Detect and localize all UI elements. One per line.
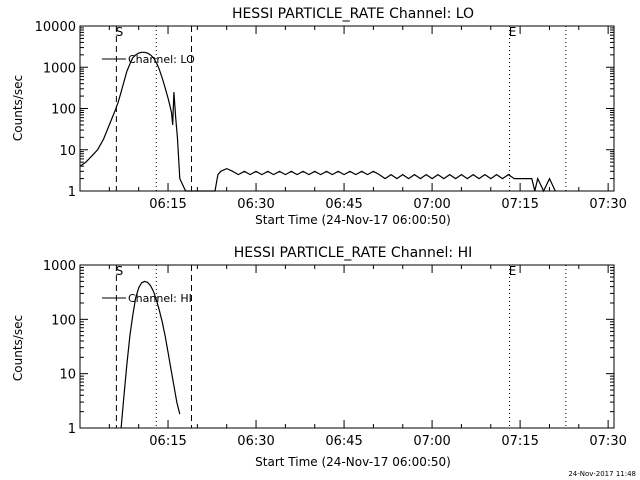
x-tick-label: 06:15: [149, 434, 186, 449]
legend-label: Channel: HI: [128, 292, 192, 305]
x-axis-label: Start Time (24-Nov-17 06:00:50): [255, 455, 451, 469]
series-line: [79, 51, 556, 193]
chart-panel-hi: HESSI PARTICLE_RATE Channel: HI Counts/s…: [11, 245, 627, 469]
y-tick-label: 10: [59, 368, 76, 383]
plot-frame: [79, 264, 615, 429]
x-tick-label: 07:00: [413, 197, 450, 212]
x-tick-label: 07:15: [501, 434, 538, 449]
series-line: [120, 280, 181, 429]
y-tick-label: 1: [68, 422, 76, 437]
y-tick-label: 1000: [43, 259, 76, 274]
x-tick-label: 06:30: [237, 434, 274, 449]
y-tick-label: 10: [59, 144, 76, 159]
x-tick-label: 06:15: [149, 197, 186, 212]
marker-label: S: [116, 25, 124, 39]
x-tick-label: 06:30: [237, 197, 274, 212]
y-tick-label: 100: [51, 103, 76, 118]
legend-label: Channel: LO: [128, 53, 195, 66]
timestamp-label: 24-Nov-2017 11:48: [568, 470, 636, 478]
y-axis-label: Counts/sec: [11, 315, 25, 381]
chart-panel-lo: HESSI PARTICLE_RATE Channel: LO Counts/s…: [11, 6, 627, 227]
x-tick-label: 07:15: [501, 197, 538, 212]
y-axis-label: Counts/sec: [11, 75, 25, 141]
chart-title: HESSI PARTICLE_RATE Channel: HI: [234, 245, 472, 261]
y-tick-label: 1000: [43, 61, 76, 76]
plot-frame: [79, 25, 615, 192]
x-axis-label: Start Time (24-Nov-17 06:00:50): [255, 213, 451, 227]
x-tick-label: 06:45: [325, 434, 362, 449]
chart-title: HESSI PARTICLE_RATE Channel: LO: [232, 6, 474, 22]
x-tick-label: 07:00: [413, 434, 450, 449]
x-tick-label: 06:45: [325, 197, 362, 212]
marker-label: E: [509, 264, 517, 278]
marker-label: S: [116, 264, 124, 278]
x-tick-label: 07:30: [589, 197, 626, 212]
y-tick-label: 100: [51, 313, 76, 328]
y-tick-label: 1: [68, 185, 76, 200]
marker-label: E: [509, 25, 517, 39]
x-tick-label: 07:30: [589, 434, 626, 449]
y-tick-label: 10000: [35, 20, 76, 35]
